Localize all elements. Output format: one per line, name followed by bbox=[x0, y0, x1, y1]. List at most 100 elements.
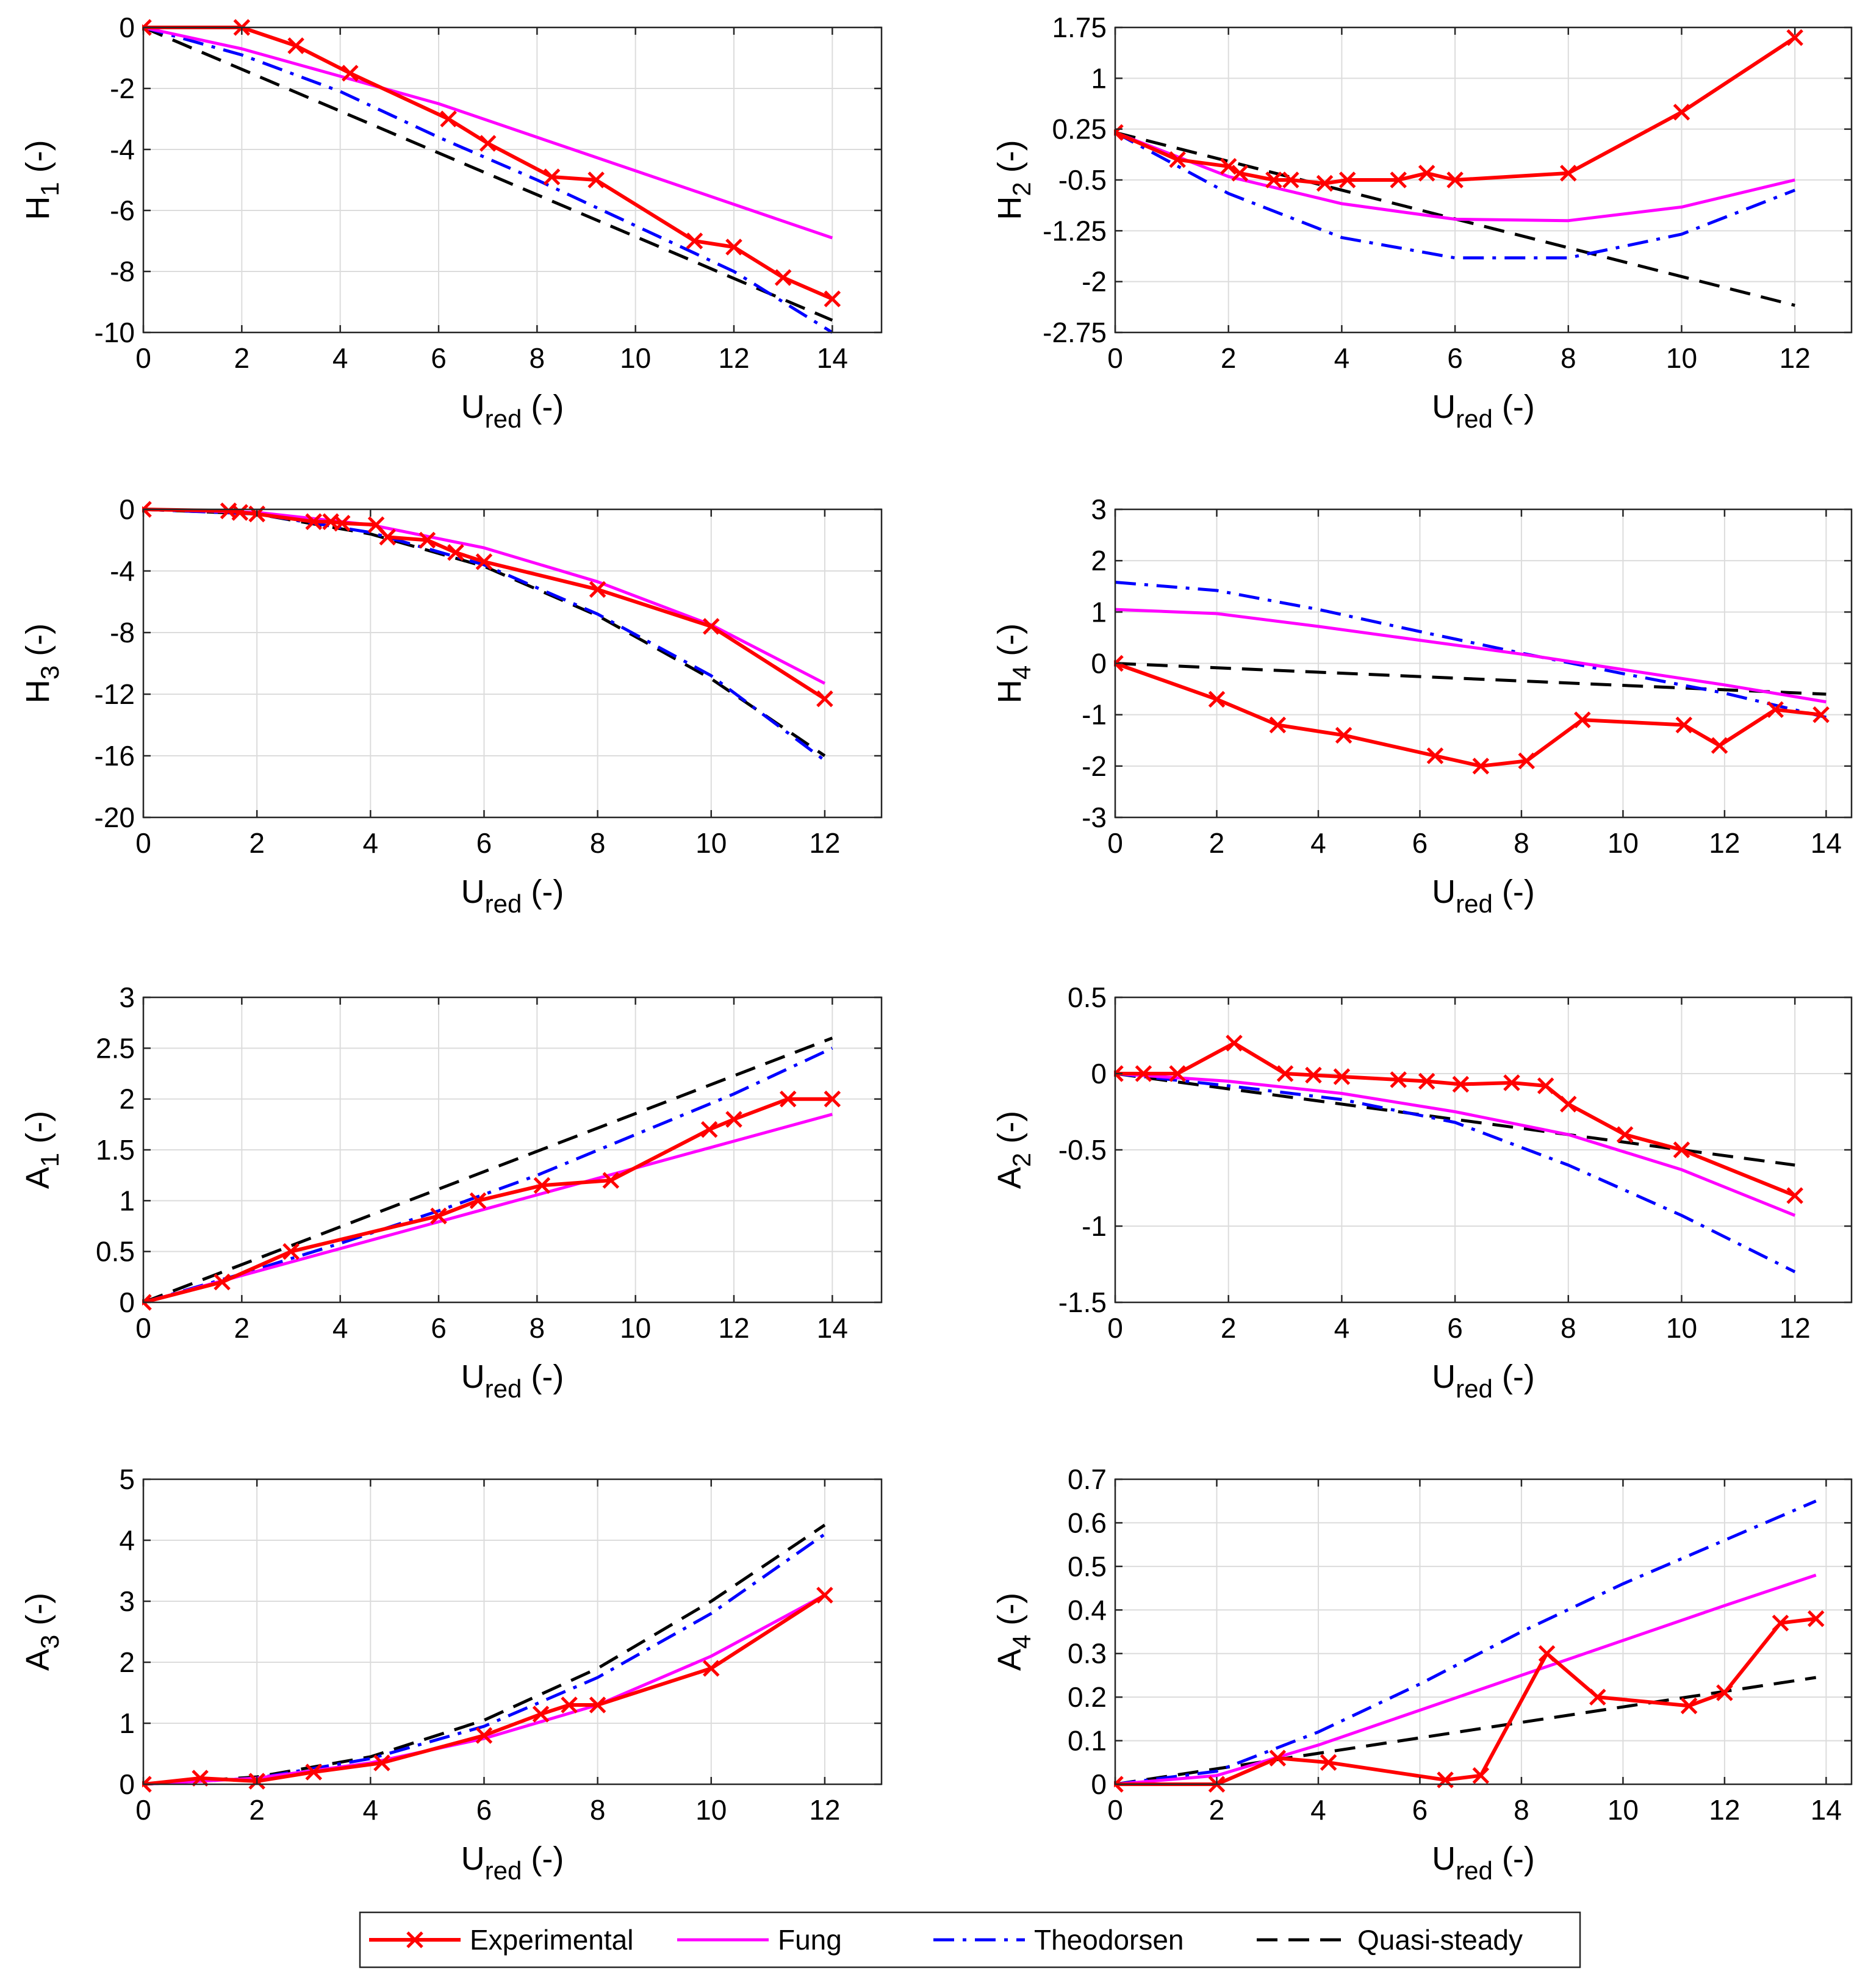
x-tick-label: 4 bbox=[363, 827, 379, 859]
series-line-quasi-steady bbox=[1115, 662, 1827, 696]
data-point-marker bbox=[231, 504, 248, 521]
x-tick-label: 2 bbox=[234, 1312, 250, 1344]
data-point-marker bbox=[1390, 171, 1407, 188]
y-tick-label: 1.75 bbox=[1052, 12, 1107, 43]
x-tick-label: 0 bbox=[1107, 1312, 1123, 1344]
data-point-marker bbox=[1675, 716, 1693, 734]
data-point-marker bbox=[1338, 171, 1356, 188]
x-tick-label: 2 bbox=[234, 342, 250, 374]
x-tick-label: 6 bbox=[1447, 1312, 1463, 1344]
data-point-marker bbox=[824, 290, 841, 307]
data-point-marker bbox=[1807, 1610, 1825, 1627]
legend-entry: Quasi-steady bbox=[1257, 1924, 1523, 1956]
data-point-marker bbox=[1616, 1126, 1634, 1143]
data-point-marker bbox=[703, 618, 720, 635]
y-tick-label: 1 bbox=[119, 1185, 135, 1216]
y-axis-label: A4 (-) bbox=[991, 1593, 1036, 1671]
x-tick-label: 4 bbox=[1334, 1312, 1350, 1344]
y-tick-label: 0.25 bbox=[1052, 113, 1107, 145]
chart-H3: 0 2 4 6 8 10 12 0 -4 -8 -12 -16 -20 Ured (-) H3 (-) bbox=[20, 493, 883, 918]
series-line-experimental bbox=[143, 26, 833, 301]
data-point-marker bbox=[479, 135, 497, 152]
y-tick-label: 0.5 bbox=[1068, 1551, 1107, 1582]
data-point-marker bbox=[602, 1172, 620, 1189]
series-line-fung bbox=[1115, 1573, 1817, 1786]
y-axis-label: H2 (-) bbox=[991, 140, 1036, 220]
x-tick-label: 6 bbox=[1447, 342, 1463, 374]
chart-H1: 0 2 4 6 8 10 12 14 0 -2 -4 -6 -8 -10 Ured (-) H1 (-) bbox=[20, 12, 883, 433]
x-tick-label: 8 bbox=[530, 1312, 545, 1344]
data-point-marker bbox=[1538, 1645, 1556, 1662]
y-tick-label: 5 bbox=[119, 1463, 135, 1495]
data-point-marker bbox=[1472, 1767, 1490, 1784]
data-point-marker bbox=[1269, 1749, 1287, 1767]
data-point-marker bbox=[1518, 752, 1536, 770]
data-point-marker bbox=[1772, 1614, 1789, 1632]
data-point-marker bbox=[587, 171, 605, 188]
data-point-marker bbox=[686, 232, 703, 249]
y-tick-label: -1 bbox=[1082, 699, 1107, 731]
x-tick-label: 10 bbox=[695, 1794, 727, 1826]
y-tick-label: -8 bbox=[110, 256, 135, 287]
data-point-marker bbox=[700, 1121, 718, 1138]
x-tick-label: 8 bbox=[1514, 1794, 1529, 1826]
x-tick-label: 12 bbox=[718, 342, 749, 374]
x-tick-label: 14 bbox=[1811, 827, 1842, 859]
legend-entry: Experimental bbox=[369, 1924, 633, 1956]
y-tick-label: 2 bbox=[119, 1083, 135, 1115]
x-axis-label: Ured (-) bbox=[1432, 389, 1535, 433]
x-axis-label: Ured (-) bbox=[461, 389, 564, 433]
y-tick-label: 0.3 bbox=[1068, 1638, 1107, 1670]
chart-A1: 0 2 4 6 8 10 12 14 3 2.5 2 1.5 1 0.5 0 Ured (-) A1 (-) bbox=[20, 981, 883, 1403]
x-tick-label: 8 bbox=[530, 342, 545, 374]
y-tick-label: 0 bbox=[119, 12, 135, 43]
x-tick-label: 12 bbox=[1709, 1794, 1740, 1826]
x-tick-label: 2 bbox=[1209, 827, 1225, 859]
x-tick-label: 6 bbox=[1412, 1794, 1428, 1826]
y-tick-label: 0.7 bbox=[1068, 1463, 1107, 1495]
y-axis-label: H1 (-) bbox=[20, 140, 64, 220]
x-tick-label: 12 bbox=[1780, 342, 1811, 374]
x-axis-label: Ured (-) bbox=[1432, 1840, 1535, 1885]
y-tick-label: -0.5 bbox=[1058, 1134, 1107, 1166]
data-point-marker bbox=[543, 168, 561, 185]
data-point-marker bbox=[1220, 158, 1237, 175]
data-point-marker bbox=[1231, 165, 1249, 182]
series-line-experimental bbox=[1115, 1041, 1796, 1197]
x-tick-label: 0 bbox=[135, 1794, 151, 1826]
series-line-fung bbox=[1115, 608, 1827, 704]
x-tick-label: 2 bbox=[1221, 342, 1237, 374]
data-point-marker bbox=[816, 1587, 833, 1604]
plot-area bbox=[143, 27, 882, 332]
y-tick-label: 1 bbox=[1091, 596, 1107, 628]
data-point-marker bbox=[1560, 165, 1577, 182]
data-point-marker bbox=[214, 1273, 231, 1291]
x-tick-label: 4 bbox=[1310, 827, 1326, 859]
y-tick-label: -20 bbox=[95, 802, 135, 833]
data-point-marker bbox=[1208, 691, 1226, 708]
series-group bbox=[1114, 581, 1830, 775]
series-line-experimental bbox=[1114, 661, 1822, 768]
data-point-marker bbox=[305, 513, 322, 530]
series-line-quasi-steady bbox=[1115, 1676, 1817, 1786]
x-tick-label: 8 bbox=[590, 827, 606, 859]
series-line-fung bbox=[143, 1113, 833, 1304]
y-tick-label: 0.4 bbox=[1068, 1594, 1107, 1626]
y-axis-label: A1 (-) bbox=[20, 1111, 64, 1189]
y-tick-label: 0 bbox=[1091, 1768, 1107, 1800]
data-point-marker bbox=[1786, 1187, 1803, 1204]
x-tick-label: 10 bbox=[620, 1312, 651, 1344]
y-tick-label: 2 bbox=[1091, 545, 1107, 576]
x-tick-label: 6 bbox=[1412, 827, 1428, 859]
data-point-marker bbox=[469, 1192, 487, 1210]
axes-box bbox=[1114, 1478, 1853, 1785]
x-axis-label: Ured (-) bbox=[461, 1358, 564, 1403]
y-tick-label: 0.2 bbox=[1068, 1681, 1107, 1713]
x-tick-label: 2 bbox=[1221, 1312, 1237, 1344]
plot-area bbox=[143, 509, 882, 817]
series-line-fung bbox=[1115, 131, 1795, 223]
x-tick-label: 12 bbox=[809, 1794, 840, 1826]
data-point-marker bbox=[1418, 165, 1435, 182]
y-tick-label: -0.5 bbox=[1058, 164, 1107, 196]
